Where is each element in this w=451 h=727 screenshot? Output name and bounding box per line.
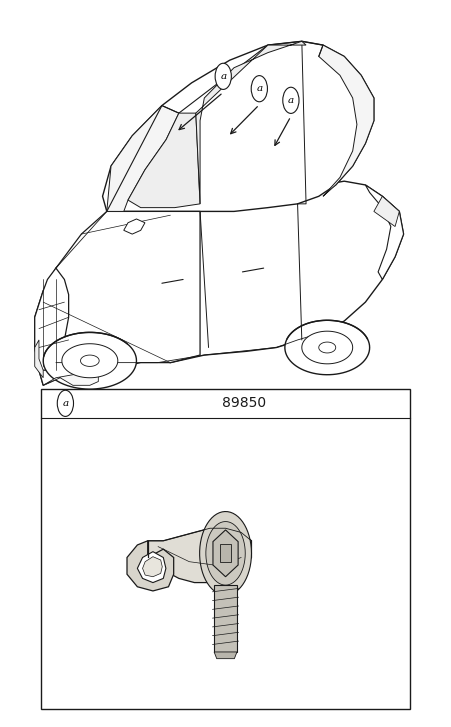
Polygon shape [213,530,238,577]
Polygon shape [39,212,200,385]
Polygon shape [214,652,237,659]
Polygon shape [302,332,353,364]
Polygon shape [214,585,237,652]
Text: a: a [256,84,262,93]
Polygon shape [43,332,137,389]
Polygon shape [107,105,179,212]
Polygon shape [143,557,162,577]
Circle shape [251,76,267,102]
Polygon shape [127,541,174,591]
Bar [41,389,410,709]
Polygon shape [196,41,306,204]
Circle shape [215,63,231,89]
Polygon shape [128,113,200,208]
Polygon shape [124,219,145,234]
Polygon shape [102,41,374,212]
Polygon shape [138,552,166,582]
Polygon shape [319,45,374,196]
Text: a: a [288,96,294,105]
Polygon shape [200,512,252,595]
Polygon shape [206,521,245,585]
Polygon shape [220,545,231,562]
Polygon shape [35,340,43,378]
Circle shape [57,390,74,417]
Polygon shape [374,196,399,227]
Polygon shape [365,185,404,279]
Text: a: a [62,399,69,408]
Polygon shape [35,181,404,385]
Polygon shape [148,529,252,582]
Polygon shape [35,268,69,370]
Text: a: a [220,72,226,81]
Polygon shape [43,370,98,385]
Polygon shape [62,344,118,378]
Polygon shape [285,321,370,374]
Polygon shape [81,355,99,366]
Text: 89850: 89850 [222,396,266,410]
Polygon shape [319,342,336,353]
Circle shape [283,87,299,113]
